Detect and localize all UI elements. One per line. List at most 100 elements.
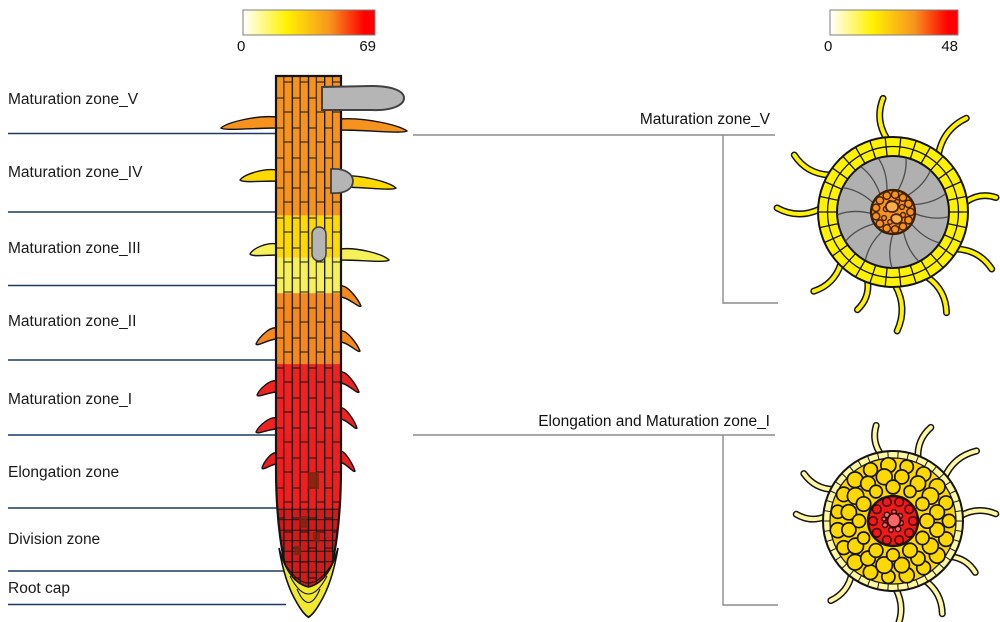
zone-label-elongation: Elongation zone xyxy=(8,464,120,481)
cell-wall-tick xyxy=(825,539,833,543)
cortex-cell-wall xyxy=(864,231,883,261)
cell-wall-tick xyxy=(834,556,842,561)
stele-cell xyxy=(898,193,908,203)
cross-section-root-hairs xyxy=(773,94,1000,335)
cortex-cell xyxy=(840,503,858,521)
stele-cell xyxy=(875,195,885,205)
cortex-cell xyxy=(928,504,946,521)
root-cap-cell-line xyxy=(289,575,328,595)
cortex-cell xyxy=(914,496,930,512)
dark-cell-patch xyxy=(299,516,307,528)
root-hair xyxy=(256,380,278,397)
stele-cell xyxy=(881,496,892,508)
colorbar-left-gradient xyxy=(242,9,376,36)
root-hair xyxy=(255,417,278,434)
stele-cell xyxy=(890,224,900,234)
cell-wall-tick xyxy=(906,452,910,460)
colorbar-left-max: 69 xyxy=(359,38,376,55)
cortex-cell xyxy=(893,556,911,574)
root-cap-cell-line xyxy=(283,561,334,584)
stele-cell xyxy=(882,191,892,201)
cell-wall-tick xyxy=(887,583,889,591)
cell-wall-tick xyxy=(854,146,866,164)
cell-wall-tick xyxy=(834,481,842,486)
connector-bracket xyxy=(722,435,778,606)
cell-wall-tick xyxy=(924,575,929,582)
stele-cell xyxy=(904,504,915,515)
root-hair xyxy=(947,554,978,575)
stele-cell xyxy=(871,203,881,213)
cell-wall-tick xyxy=(866,455,871,463)
zone-label-maturation-ii: Maturation zone_II xyxy=(8,313,137,330)
lateral-root-primordium-large xyxy=(321,84,406,112)
cortex-cell-wall xyxy=(860,166,881,194)
stele-cell xyxy=(894,496,905,508)
connector-elongation-i xyxy=(413,434,778,606)
cell-wall-tick xyxy=(898,137,902,157)
root-hair xyxy=(964,193,998,204)
cell-wall-tick xyxy=(842,253,857,269)
root-hair xyxy=(261,452,278,470)
cortex-cell-wall xyxy=(915,213,949,219)
colorbar-left xyxy=(242,9,376,36)
cell-wall-tick xyxy=(947,195,967,201)
cell-wall-tick xyxy=(825,499,833,503)
cortex-cell-wall xyxy=(903,232,920,262)
cortex-cell xyxy=(914,530,930,546)
root-hair xyxy=(338,450,356,473)
cell-wall-tick xyxy=(884,267,888,287)
vascular-cell xyxy=(880,214,888,222)
colorbar-left-min: 0 xyxy=(237,38,246,55)
root-hair-outline xyxy=(940,447,980,482)
stele-cell xyxy=(904,199,913,209)
cortex-cell xyxy=(901,542,919,559)
root-hair xyxy=(955,247,994,271)
root-hair-outline xyxy=(935,114,970,158)
cell-wall-tick xyxy=(897,583,899,591)
stele-cell xyxy=(875,219,885,229)
cross-section-title-elongation-i: Elongation and Maturation zone_I xyxy=(538,413,770,430)
stele-cell xyxy=(871,504,882,515)
cross-section-elongation-i xyxy=(792,421,1000,622)
cortex-cell-wall xyxy=(877,158,888,190)
stele-cell xyxy=(894,534,905,546)
root-hair xyxy=(893,283,904,333)
cortex-cell xyxy=(928,521,946,538)
stele-cell xyxy=(906,207,915,217)
xylem-vessel xyxy=(890,213,903,225)
cell-wall-tick xyxy=(937,167,955,180)
stele-cell xyxy=(904,527,915,538)
root-hair xyxy=(339,371,360,394)
lateral-root-primordium-small xyxy=(311,226,327,262)
cross-section-maturation-v xyxy=(773,94,1000,335)
root-longitudinal-section xyxy=(219,74,409,619)
cell-wall-tick xyxy=(876,452,880,460)
cell-wall-tick xyxy=(857,460,862,467)
cortex-cell-wall xyxy=(845,223,874,242)
cortex-cell xyxy=(941,513,957,529)
stele-cell xyxy=(898,221,908,231)
cortex-cell-wall xyxy=(914,193,946,206)
root-cell-walls xyxy=(274,74,343,619)
cell-wall-tick xyxy=(944,481,952,486)
cortex-cell-wall xyxy=(911,224,940,244)
cell-wall-tick xyxy=(854,260,866,278)
cell-wall-tick xyxy=(876,582,880,590)
root-hairs xyxy=(219,115,409,473)
cortex-cell xyxy=(885,547,901,563)
stele-cell xyxy=(871,527,882,538)
xylem-vessel xyxy=(886,512,902,529)
root-hair xyxy=(877,96,889,141)
epidermis-cell-walls xyxy=(818,137,968,287)
root-hair xyxy=(339,174,398,190)
cortex-cell xyxy=(893,469,910,485)
stele-cell xyxy=(867,515,879,527)
cortex-cell-wall xyxy=(908,170,931,196)
cell-wall-tick xyxy=(831,167,849,180)
connector-bracket xyxy=(722,135,778,304)
cross-section-title-maturation-v: Maturation zone_V xyxy=(639,111,770,128)
root-cap-cell-line xyxy=(296,588,321,604)
zone-label-maturation-i: Maturation zone_I xyxy=(8,391,133,408)
